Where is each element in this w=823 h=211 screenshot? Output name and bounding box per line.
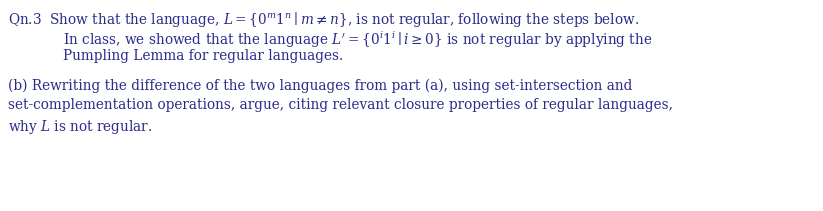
Text: In class, we showed that the language $L' = \{0^i 1^i \mid i \geq 0\}$ is not re: In class, we showed that the language $L…	[63, 30, 653, 50]
Text: set-complementation operations, argue, citing relevant closure properties of reg: set-complementation operations, argue, c…	[8, 98, 673, 112]
Text: (b) Rewriting the difference of the two languages from part (a), using set-inter: (b) Rewriting the difference of the two …	[8, 78, 632, 93]
Text: why $L$ is not regular.: why $L$ is not regular.	[8, 118, 152, 135]
Text: Qn.3  Show that the language, $L = \{0^m 1^n \mid m \neq n\}$, is not regular, f: Qn.3 Show that the language, $L = \{0^m …	[8, 10, 639, 29]
Text: Pumpling Lemma for regular languages.: Pumpling Lemma for regular languages.	[63, 49, 343, 63]
